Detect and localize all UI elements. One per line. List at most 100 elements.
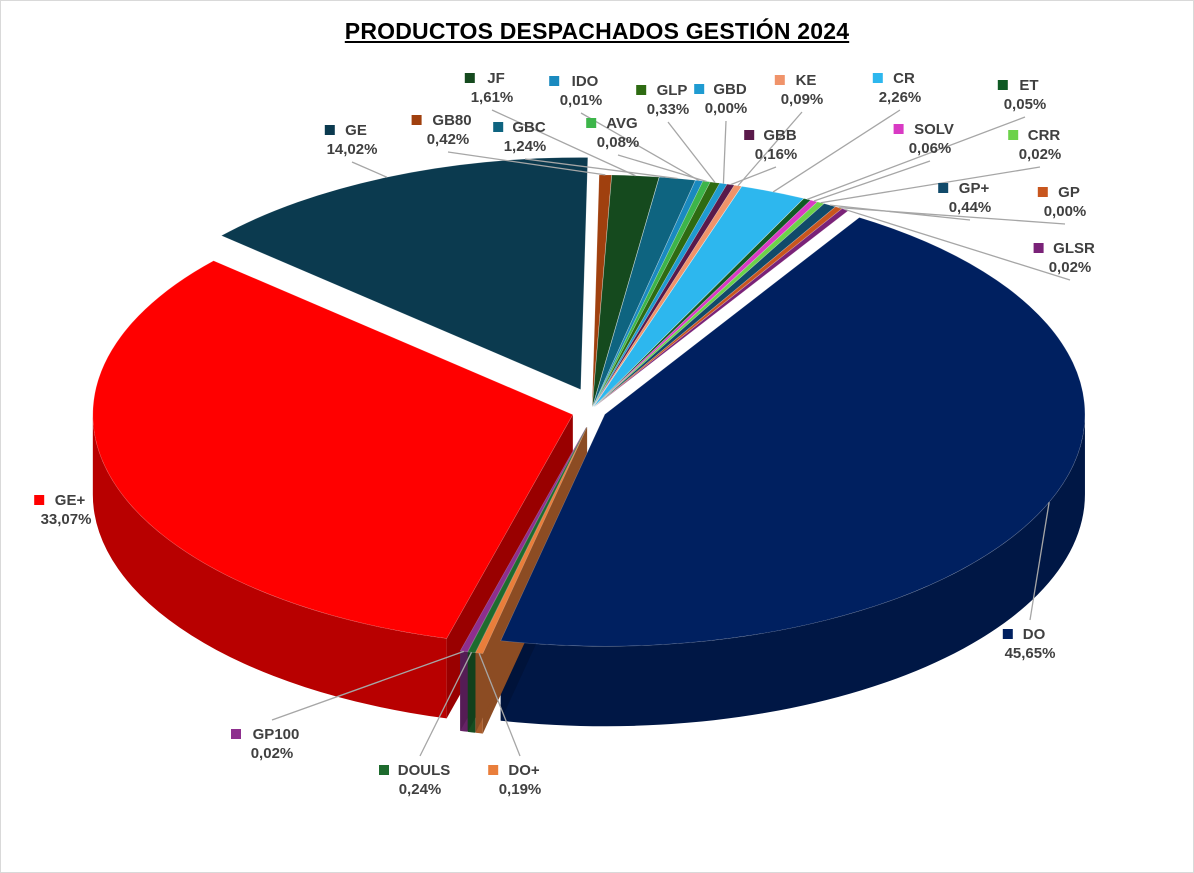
legend-swatch-gp [1037,187,1048,197]
slice-percent-et: 0,05% [1004,96,1047,113]
pie-side-do [500,414,1085,727]
slice-percent-avg: 0,08% [597,134,640,151]
leader-line-avg [617,154,707,183]
legend-swatch-ke [774,75,785,85]
chart-title: PRODUCTOS DESPACHADOS GESTIÓN 2024 [344,18,850,44]
pie-slice-geplus [92,260,574,639]
slice-label-ge: GE 14,02% [324,122,377,158]
pie-side-geplus [92,414,447,719]
leader-line-gbd [722,120,727,184]
slice-label-ido: IDO 0,01% [549,73,602,109]
slice-percent-doplus: 0,19% [499,781,542,798]
slice-label-ke: KE 0,09% [774,72,824,108]
slice-label-doplus: DO+ 0,19% [488,762,541,798]
slice-percent-douls: 0,24% [399,781,442,798]
slice-label-avg: AVG 0,08% [586,115,639,151]
slice-name-ido: IDO [572,73,599,90]
slice-percent-ke: 0,09% [781,91,824,108]
slice-label-geplus: GE+ 33,07% [34,492,91,528]
slice-label-gp100: GP100 0,02% [231,726,299,762]
pie-slice-crr [593,201,825,408]
slice-label-gbc: GBC 1,24% [493,119,546,155]
leader-line-gbc [524,158,678,180]
slice-name-solv: SOLV [914,121,954,138]
legend-swatch-gbc [493,122,504,132]
leader-line-gb80 [447,151,606,176]
slice-label-glsr: GLSR 0,02% [1033,240,1095,276]
leader-line-gp [838,207,1066,225]
legend-swatch-doplus [488,765,499,775]
legend-swatch-do [1002,629,1013,639]
slice-label-glp: GLP 0,33% [636,82,689,118]
slice-name-gb80: GB80 [432,112,471,129]
slice-percent-cr: 2,26% [879,89,922,106]
slice-name-ke: KE [796,72,817,89]
slice-percent-gbb: 0,16% [755,146,798,163]
slice-percent-glsr: 0,02% [1049,259,1092,276]
slice-percent-ido: 0,01% [560,92,603,109]
leader-line-glsr [845,208,1071,281]
leader-line-cr [772,109,901,193]
slice-label-et: ET 0,05% [997,77,1047,113]
slice-name-do: DO [1023,626,1046,643]
legend-swatch-glsr [1033,243,1044,253]
slice-percent-gbc: 1,24% [504,138,547,155]
slice-name-et: ET [1019,77,1038,94]
slice-percent-crr: 0,02% [1019,146,1062,163]
slice-name-gbd: GBD [713,81,747,98]
slice-percent-geplus: 33,07% [41,511,92,528]
leader-line-gbb [730,166,777,186]
slice-name-jf: JF [487,70,505,87]
leader-line-gp100 [271,650,465,721]
slice-name-doplus: DO+ [508,762,540,779]
leader-line-ge [351,161,388,178]
legend-swatch-gpplus [938,183,949,193]
slice-percent-gpplus: 0,44% [949,199,992,216]
pie-slice-et [593,198,812,408]
slice-percent-gbd: 0,00% [705,100,748,117]
slice-name-gp: GP [1058,184,1080,201]
pie-sides [92,414,1085,734]
slice-percent-jf: 1,61% [471,89,514,106]
leader-lines [271,109,1071,757]
leader-line-et [806,116,1026,200]
slice-percent-solv: 0,06% [909,140,952,157]
legend-swatch-jf [464,73,475,83]
leader-line-jf [491,109,636,177]
slice-label-solv: SOLV 0,06% [893,121,954,157]
leader-line-ke [737,111,803,187]
slice-label-gp: GP 0,00% [1037,184,1087,220]
slice-name-cr: CR [893,70,915,87]
legend-swatch-crr [1008,130,1019,140]
pie-tops [92,157,1086,654]
leader-line-do [1029,502,1050,621]
slice-label-douls: DOULS 0,24% [379,762,450,798]
legend-swatch-geplus [34,495,45,505]
slice-name-geplus: GE+ [55,492,86,509]
legend-swatch-et [997,80,1008,90]
slice-name-douls: DOULS [398,762,451,779]
slice-name-gp100: GP100 [253,726,300,743]
slice-label-gpplus: GP+ 0,44% [938,180,991,216]
slice-label-gbb: GBB 0,16% [744,127,797,163]
legend-swatch-ge [324,125,335,135]
slice-percent-gb80: 0,42% [427,131,470,148]
slice-percent-gp100: 0,02% [251,745,294,762]
leader-line-doplus [478,652,521,757]
legend-swatch-gb80 [411,115,422,125]
slice-percent-gp: 0,00% [1044,203,1087,220]
slice-percent-do: 45,65% [1005,645,1056,662]
slice-name-glp: GLP [657,82,688,99]
slice-name-gbc: GBC [512,119,546,136]
slice-label-jf: JF 1,61% [464,70,514,106]
leader-line-solv [813,160,931,202]
slice-name-ge: GE [345,122,367,139]
slice-name-glsr: GLSR [1053,240,1095,257]
slice-labels: DO 45,65% DO+ 0,19% DOULS 0,24% GP100 0,02% GE+ 3… [34,70,1095,798]
slice-label-gbd: GBD 0,00% [694,81,747,117]
leader-line-ido [580,112,700,182]
legend-swatch-gp100 [231,729,241,739]
legend-swatch-solv [893,124,904,134]
legend-swatch-gbb [744,130,755,140]
slice-name-avg: AVG [606,115,637,132]
